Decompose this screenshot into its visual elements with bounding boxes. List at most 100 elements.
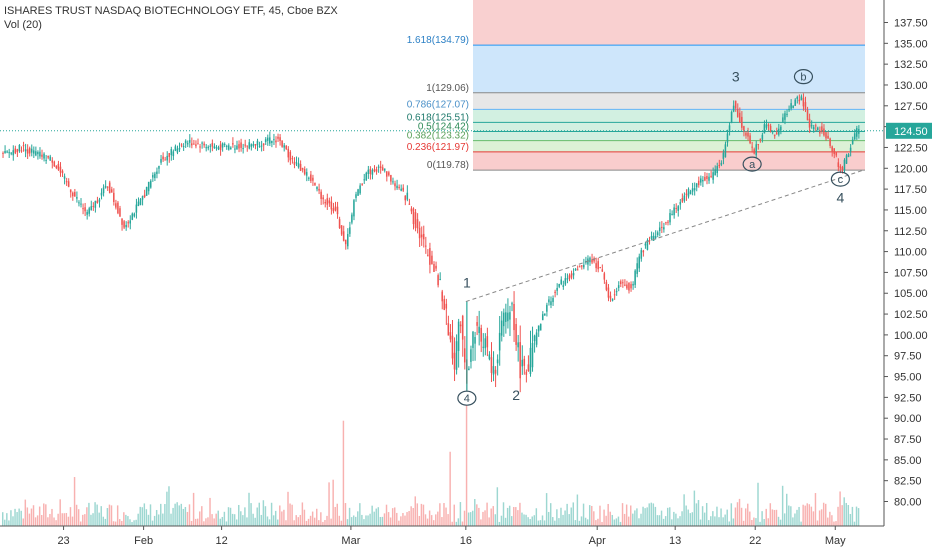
trendline xyxy=(465,169,865,303)
candle-body xyxy=(193,143,195,145)
candle-body xyxy=(708,176,710,181)
volume-bar xyxy=(457,518,460,526)
volume-bar xyxy=(471,510,474,526)
volume-bar xyxy=(203,521,205,526)
y-tick-label: 112.50 xyxy=(894,226,927,238)
volume-bar xyxy=(488,517,490,526)
volume-bar xyxy=(510,516,513,526)
volume-bar xyxy=(274,510,277,526)
candle-body xyxy=(287,148,290,158)
candle-body xyxy=(706,176,708,179)
volume-bar xyxy=(242,515,244,526)
candle-body xyxy=(108,182,111,194)
candle-body xyxy=(847,154,850,157)
volume-bar xyxy=(160,503,162,526)
candle-body xyxy=(747,132,749,137)
volume-bar xyxy=(61,513,63,526)
candle-body xyxy=(486,336,489,348)
wave-label-1: 1 xyxy=(463,274,471,290)
volume-bar xyxy=(260,514,263,526)
volume-bar xyxy=(363,519,365,526)
candle-body xyxy=(316,186,318,190)
candle-body xyxy=(98,199,101,202)
candle-body xyxy=(410,208,413,212)
volume-bar xyxy=(779,519,782,526)
volume-bar xyxy=(617,516,620,526)
fib-label-0.236: 0.236(121.97) xyxy=(407,142,469,153)
candle-body xyxy=(248,142,251,149)
volume-bar xyxy=(199,511,201,526)
candle-body xyxy=(500,320,503,336)
volume-bar xyxy=(732,518,735,526)
volume-bar xyxy=(730,503,733,526)
candle-body xyxy=(43,153,45,159)
fibonacci-retracement[interactable]: 0(119.78) 0.236(121.97)0.382(123.32)0.5(1… xyxy=(407,0,865,171)
candle-body xyxy=(312,177,314,181)
wave-label-4: 4 xyxy=(464,393,470,405)
candle-body xyxy=(406,192,409,200)
candle-body xyxy=(295,162,298,164)
volume-bar xyxy=(272,515,275,526)
candle-body xyxy=(264,139,267,142)
candle-body xyxy=(209,145,212,147)
fib-label-0: 0(119.78) xyxy=(427,160,469,171)
candle-body xyxy=(827,135,829,139)
volume-bar xyxy=(648,503,650,526)
candle-body xyxy=(687,188,690,197)
candle-body xyxy=(197,143,199,145)
volume-bar xyxy=(705,502,708,526)
candle-body xyxy=(839,166,842,169)
candle-body xyxy=(172,151,175,157)
candle-body xyxy=(788,109,790,111)
candle-body xyxy=(377,166,380,168)
volume-bar xyxy=(20,510,22,526)
candle-body xyxy=(755,144,757,156)
volume-bar xyxy=(679,516,681,526)
candle-body xyxy=(308,177,310,179)
volume-bar xyxy=(344,503,347,526)
volume-bar xyxy=(513,506,515,526)
volume-bar xyxy=(90,514,92,526)
candle-body xyxy=(644,243,647,246)
candle-body xyxy=(517,342,519,348)
volume-bar xyxy=(82,514,84,526)
annotations: 1 2 3 4 4 a b c xyxy=(0,69,884,406)
candle-body xyxy=(624,284,626,286)
candle-body xyxy=(234,148,236,150)
volume-bar xyxy=(133,520,135,526)
candle-body xyxy=(57,163,60,170)
fib-zone-0.382 xyxy=(473,131,865,141)
volume-bar xyxy=(162,513,164,526)
volume-bar xyxy=(254,517,256,526)
candle-body xyxy=(829,138,831,146)
candle-body xyxy=(494,369,497,374)
volume-bar xyxy=(486,502,488,526)
candle-body xyxy=(753,149,755,154)
candle-body xyxy=(521,359,524,367)
volume-bar xyxy=(170,513,172,526)
volume-bar xyxy=(765,508,767,526)
volume-bar xyxy=(86,507,88,526)
candle-body xyxy=(371,169,374,175)
candle-body xyxy=(784,113,786,120)
candle-body xyxy=(552,298,554,303)
candle-body xyxy=(289,151,292,161)
volume-bar xyxy=(496,487,499,526)
y-tick-label: 90.00 xyxy=(894,413,922,425)
wave-label-2: 2 xyxy=(512,387,520,403)
candle-body xyxy=(342,231,345,241)
volume-bar xyxy=(469,512,472,526)
volume-bar xyxy=(336,503,338,526)
candle-body xyxy=(221,143,224,148)
volume-bar xyxy=(6,513,8,526)
volume-bar xyxy=(437,511,439,526)
volume-bar xyxy=(174,503,176,526)
volume-bar xyxy=(211,514,213,526)
volume-bar xyxy=(570,507,572,526)
volume-bar xyxy=(157,514,160,526)
candle-body xyxy=(796,96,799,99)
volume-bar xyxy=(79,521,82,526)
volume-bar xyxy=(716,506,718,526)
volume-bar xyxy=(219,518,222,526)
